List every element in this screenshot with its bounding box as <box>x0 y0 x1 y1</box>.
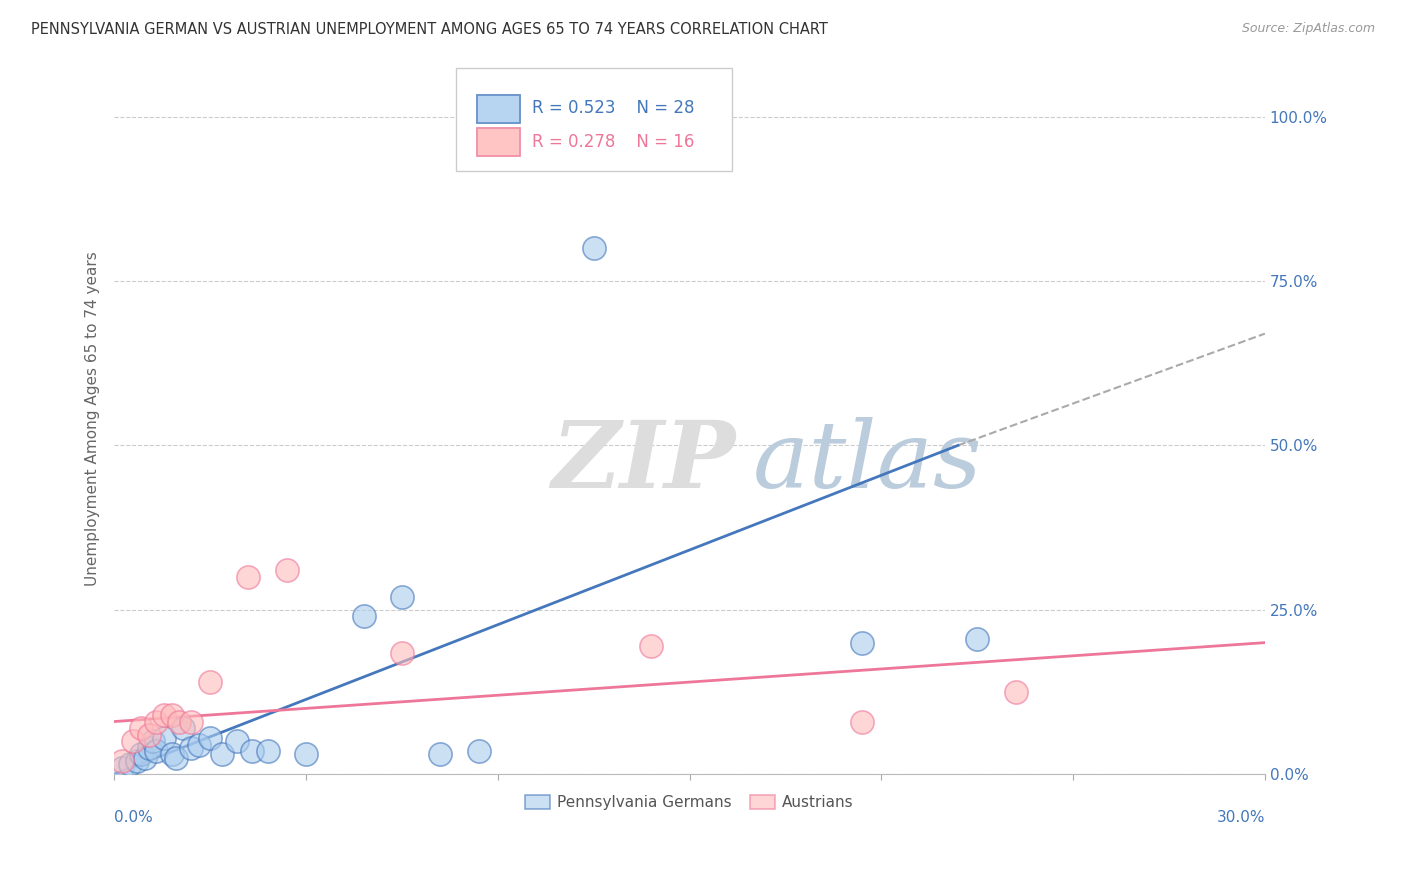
Point <box>180 714 202 729</box>
Point <box>198 675 221 690</box>
Point <box>353 609 375 624</box>
Point <box>129 721 152 735</box>
Point <box>141 734 163 748</box>
Point <box>1004 685 1026 699</box>
Point <box>256 744 278 758</box>
Point <box>111 754 134 768</box>
Point <box>238 570 260 584</box>
Point <box>145 714 167 729</box>
FancyBboxPatch shape <box>477 95 520 123</box>
Point <box>118 757 141 772</box>
Point <box>138 740 160 755</box>
Point <box>582 241 605 255</box>
Text: 30.0%: 30.0% <box>1216 810 1265 824</box>
Point <box>295 747 318 762</box>
Point <box>391 646 413 660</box>
Point <box>122 734 145 748</box>
Point <box>226 734 249 748</box>
Point <box>160 747 183 762</box>
Text: R = 0.523    N = 28: R = 0.523 N = 28 <box>531 99 695 117</box>
Point <box>165 750 187 764</box>
Point <box>467 744 489 758</box>
Point <box>180 740 202 755</box>
Text: ZIP: ZIP <box>551 417 735 507</box>
Point <box>145 744 167 758</box>
Point <box>129 747 152 762</box>
Point <box>172 721 194 735</box>
Point <box>391 590 413 604</box>
Point <box>429 747 451 762</box>
Point <box>276 563 298 577</box>
Point <box>640 639 662 653</box>
Point <box>153 731 176 745</box>
Point <box>111 760 134 774</box>
Point <box>966 632 988 647</box>
FancyBboxPatch shape <box>477 128 520 156</box>
Point <box>134 750 156 764</box>
Point <box>153 708 176 723</box>
Text: 0.0%: 0.0% <box>114 810 153 824</box>
Point <box>127 754 149 768</box>
Point <box>602 110 624 124</box>
Point <box>187 738 209 752</box>
Point <box>138 728 160 742</box>
Legend: Pennsylvania Germans, Austrians: Pennsylvania Germans, Austrians <box>519 789 860 816</box>
Point <box>851 714 873 729</box>
Point <box>851 635 873 649</box>
Text: atlas: atlas <box>752 417 983 507</box>
Text: R = 0.278    N = 16: R = 0.278 N = 16 <box>531 133 695 151</box>
Point <box>160 708 183 723</box>
FancyBboxPatch shape <box>456 68 733 170</box>
Text: PENNSYLVANIA GERMAN VS AUSTRIAN UNEMPLOYMENT AMONG AGES 65 TO 74 YEARS CORRELATI: PENNSYLVANIA GERMAN VS AUSTRIAN UNEMPLOY… <box>31 22 828 37</box>
Point <box>198 731 221 745</box>
Point <box>169 714 191 729</box>
Y-axis label: Unemployment Among Ages 65 to 74 years: Unemployment Among Ages 65 to 74 years <box>86 252 100 586</box>
Point <box>211 747 233 762</box>
Text: Source: ZipAtlas.com: Source: ZipAtlas.com <box>1241 22 1375 36</box>
Point <box>240 744 263 758</box>
